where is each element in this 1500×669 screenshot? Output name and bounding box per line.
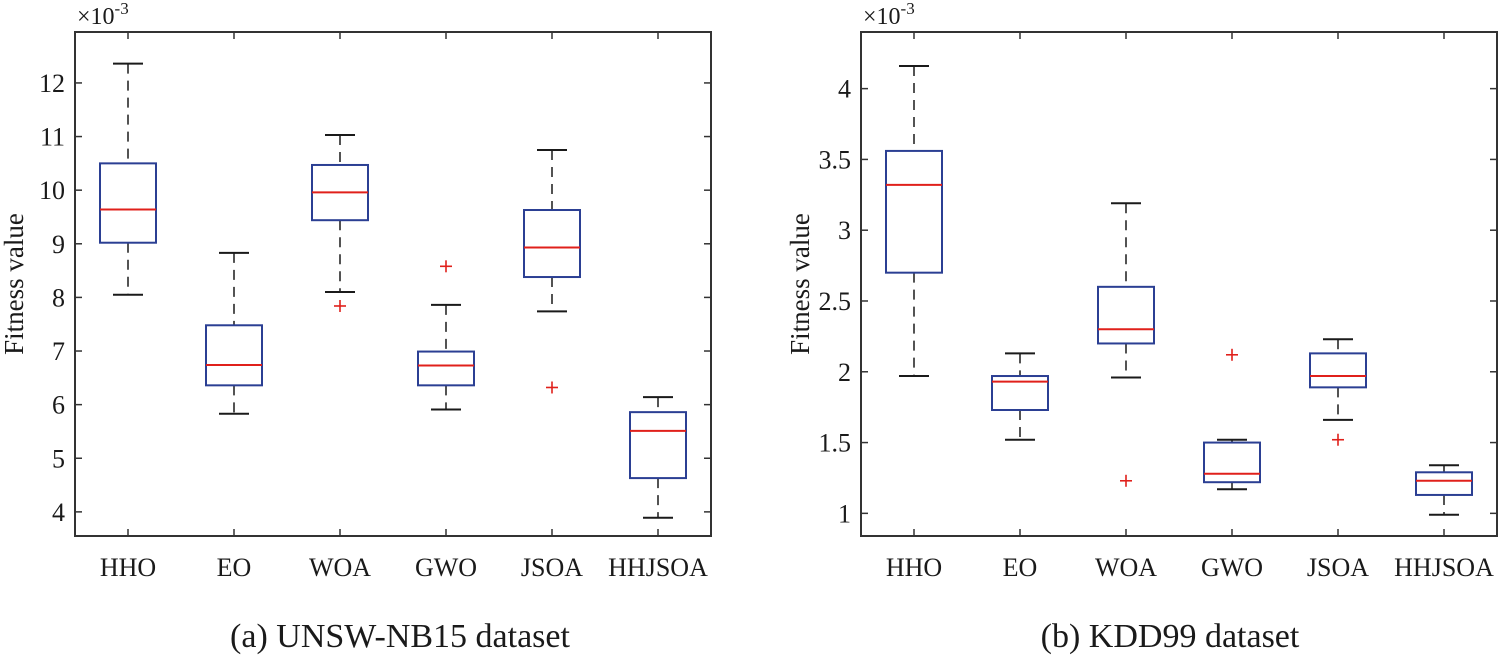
outlier-marker <box>334 299 346 312</box>
box-group-hho <box>99 62 157 296</box>
box-group-eo <box>205 251 263 415</box>
x-tick-label: JSOA <box>1307 553 1369 582</box>
box-iqr <box>629 411 687 480</box>
box-iqr <box>991 375 1049 411</box>
x-tick-label: WOA <box>1095 553 1157 582</box>
box-iqr <box>885 149 943 274</box>
outlier-marker <box>546 381 558 394</box>
y-tick-label: 1.5 <box>819 429 852 458</box>
box-group-woa <box>311 133 369 312</box>
box-iqr <box>1415 471 1473 496</box>
box-group-jsoa <box>523 148 581 394</box>
x-tick-label: HHJSOA <box>608 553 708 582</box>
exponent-label: ×10-3 <box>863 0 915 30</box>
y-tick-label: 3.5 <box>819 145 852 174</box>
x-tick-label: HHO <box>886 553 942 582</box>
box-group-jsoa <box>1309 338 1367 446</box>
outlier-marker <box>440 260 452 273</box>
exponent-power: -3 <box>115 0 129 18</box>
y-tick-label: 11 <box>40 123 65 152</box>
y-tick-label: 4 <box>52 498 65 527</box>
x-tick-label: WOA <box>309 553 371 582</box>
y-tick-label: 2 <box>838 358 851 387</box>
caption-kdd99: (b) KDD99 dataset <box>1040 618 1300 655</box>
outlier-marker <box>1332 433 1344 446</box>
x-tick-label: HHJSOA <box>1394 553 1494 582</box>
exponent-power: -3 <box>901 0 915 18</box>
axes-frame <box>74 31 712 537</box>
caption-unsw-nb15: (a) UNSW-NB15 dataset <box>230 618 570 655</box>
box-group-hhjsoa <box>629 396 687 519</box>
chart-unsw-nb15: 4 5 6 7 8 9 10 11 12 HHO EO WOA GWO JSOA HHJSOA Fitness… <box>0 0 712 582</box>
y-tick-label: 1 <box>838 499 851 528</box>
y-axis-label: Fitness value <box>0 213 29 355</box>
y-tick-label: 4 <box>838 75 851 104</box>
y-tick-label: 6 <box>52 391 65 420</box>
y-axis-label: Fitness value <box>785 213 815 355</box>
y-tick-label: 3 <box>838 216 851 245</box>
box-group-woa <box>1097 202 1155 487</box>
box-group-eo <box>991 352 1049 441</box>
x-tick-label: GWO <box>415 553 477 582</box>
box-iqr <box>99 162 157 244</box>
x-tick-label: EO <box>1003 553 1038 582</box>
exponent-label: ×10-3 <box>77 0 129 30</box>
x-tick-label: HHO <box>100 553 156 582</box>
y-tick-label: 7 <box>52 337 65 366</box>
y-tick-label: 10 <box>39 176 65 205</box>
box-iqr <box>523 209 581 279</box>
y-tick-label: 9 <box>52 230 65 259</box>
y-tick-label: 8 <box>52 283 65 312</box>
box-group-gwo <box>417 260 475 411</box>
chart-kdd99: 1 1.5 2 2.5 3 3.5 4 HHO EO WOA GWO JSOA HHJSOA Fitnes… <box>785 0 1498 582</box>
axes-frame <box>860 31 1498 537</box>
x-tick-label: JSOA <box>521 553 583 582</box>
box-group-hhjsoa <box>1415 464 1473 516</box>
x-tick-label: GWO <box>1201 553 1263 582</box>
outlier-marker <box>1120 474 1132 487</box>
y-tick-label: 12 <box>39 69 65 98</box>
outlier-marker <box>1226 348 1238 361</box>
y-tick-label: 2.5 <box>819 287 852 316</box>
x-tick-label: EO <box>217 553 252 582</box>
box-iqr <box>1097 285 1155 345</box>
box-group-hho <box>885 64 943 378</box>
box-iqr <box>417 350 475 387</box>
y-tick-label: 5 <box>52 444 65 473</box>
box-group-gwo <box>1203 348 1261 491</box>
box-iqr <box>205 324 263 387</box>
box-iqr <box>1309 352 1367 389</box>
box-iqr <box>1203 441 1261 484</box>
